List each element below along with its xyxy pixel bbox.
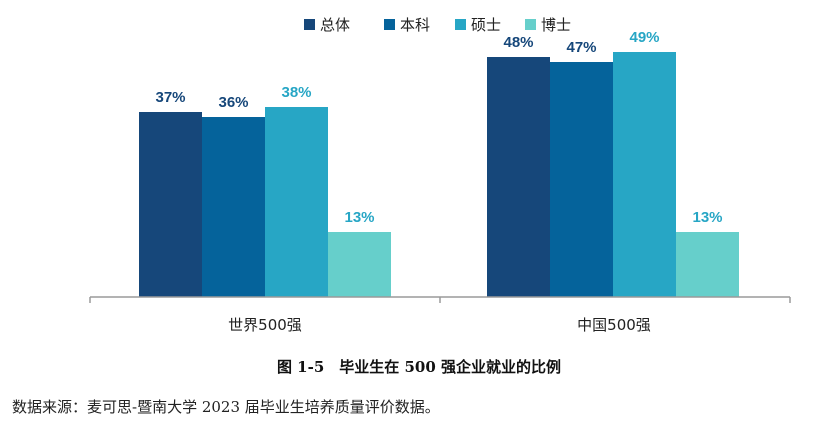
bar-2-3 [613, 52, 676, 297]
bar-2-4 [676, 232, 739, 297]
data-label-1-1: 37% [155, 89, 185, 106]
x-axis: 世界500强 中国500强 [89, 296, 791, 334]
legend-label-4: 博士 [541, 16, 571, 34]
x-tick-label-1: 世界500强 [228, 316, 302, 334]
data-label-2-3: 49% [629, 29, 659, 46]
data-source-note: 数据来源：麦可思-暨南大学 2023 届毕业生培养质量评价数据。 [12, 398, 440, 416]
data-label-2-2: 47% [566, 39, 596, 56]
legend-label-1: 总体 [320, 16, 350, 34]
bar-1-1 [139, 112, 202, 297]
legend-swatch-2 [384, 19, 395, 30]
legend-label-2: 本科 [400, 16, 430, 34]
chart-data-labels: 37% 36% 38% 13% 48% 47% 49% 13% [155, 29, 722, 226]
chart-legend: 总体 本科 硕士 博士 [304, 16, 571, 34]
legend-swatch-4 [525, 19, 536, 30]
data-label-1-4: 13% [344, 209, 374, 226]
bar-1-2 [202, 117, 265, 297]
bar-1-4 [328, 232, 391, 297]
legend-swatch-3 [455, 19, 466, 30]
data-label-2-1: 48% [503, 34, 533, 51]
data-label-1-2: 36% [218, 94, 248, 111]
chart-bars [139, 52, 739, 297]
bar-1-3 [265, 107, 328, 297]
bar-2-2 [550, 62, 613, 297]
figure-caption: 图 1-5 毕业生在 500 强企业就业的比例 [276, 358, 562, 376]
data-label-2-4: 13% [692, 209, 722, 226]
legend-label-3: 硕士 [471, 16, 501, 34]
bar-chart: 总体 本科 硕士 博士 37% 36% 38% 13% 48% 47% 49% 13% 世界500强… [89, 16, 791, 334]
bar-2-1 [487, 57, 550, 297]
x-tick-label-2: 中国500强 [577, 316, 651, 334]
data-label-1-3: 38% [281, 84, 311, 101]
legend-swatch-1 [304, 19, 315, 30]
